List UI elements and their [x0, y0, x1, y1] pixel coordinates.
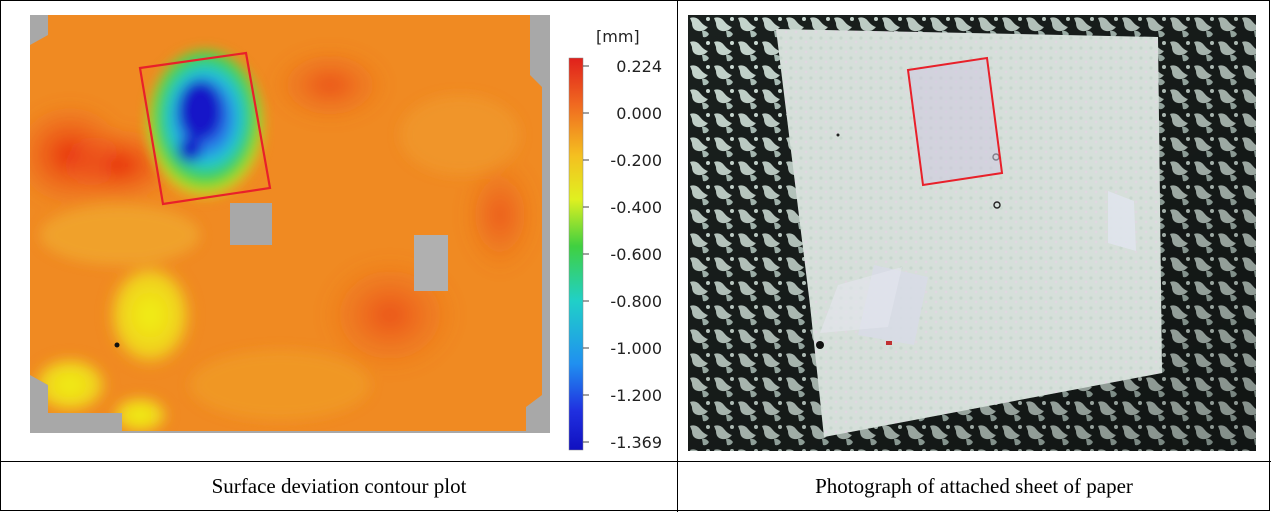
- caption-divider: [0, 461, 1271, 462]
- colorbar-tick-label: -1.000: [610, 339, 662, 358]
- colorbar-tick-label: -0.800: [610, 292, 662, 311]
- colorbar: [mm] 0.224 0.000 -0.200 -0.400 -0.600 -0.800 -…: [556, 27, 676, 458]
- contour-plot: [30, 15, 550, 433]
- colorbar-tick-label: -0.600: [610, 245, 662, 264]
- photo-highlight-box: [906, 56, 1004, 187]
- right-caption: Photograph of attached sheet of paper: [815, 474, 1133, 498]
- colorbar-tick-label: -0.200: [610, 151, 662, 170]
- paper-photograph-image: [688, 15, 1256, 451]
- colorbar-tick-label: -0.400: [610, 198, 662, 217]
- paper-photograph: [688, 15, 1256, 451]
- colorbar-tick-label: -1.369: [610, 433, 662, 452]
- highlight-box: [138, 51, 272, 206]
- contour-plot-image: [30, 15, 550, 433]
- colorbar-tick-label: -1.200: [610, 386, 662, 405]
- colorbar-unit: [mm]: [596, 28, 640, 46]
- left-caption: Surface deviation contour plot: [211, 474, 467, 498]
- colorbar-tick-label: 0.224: [616, 57, 662, 76]
- column-divider: [677, 0, 678, 512]
- colorbar-tick-label: 0.000: [616, 104, 662, 123]
